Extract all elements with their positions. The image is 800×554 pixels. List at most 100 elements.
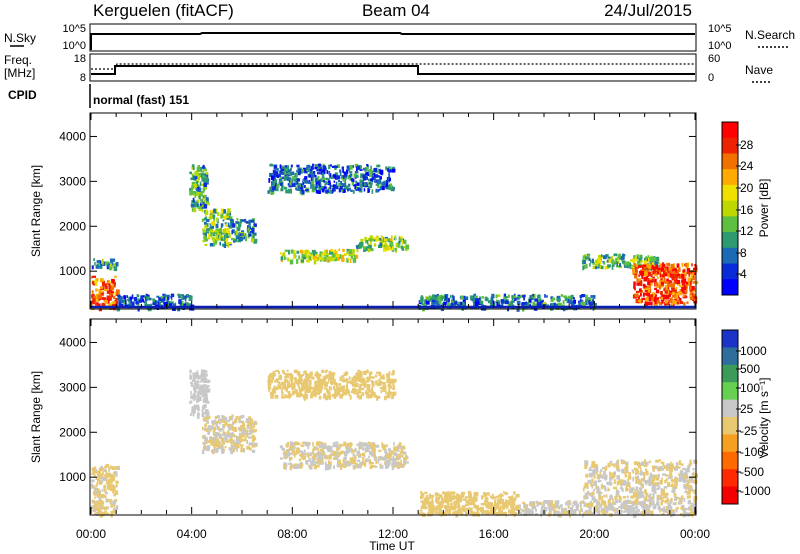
vel-data-cell [438, 510, 441, 515]
power-data-cell [323, 257, 327, 262]
vel-data-cell [651, 484, 654, 489]
vel-data-cell [622, 496, 627, 499]
vel-data-cell [581, 500, 584, 504]
vel-data-cell [336, 384, 339, 389]
vel-data-cell [524, 512, 527, 516]
power-data-cell [228, 211, 232, 216]
vel-data-cell [691, 480, 694, 484]
power-data-cell [317, 190, 321, 194]
vel-data-cell [595, 501, 600, 506]
vel-data-cell [561, 508, 565, 513]
power-data-cell [640, 279, 643, 283]
vel-data-cell [307, 377, 310, 382]
vel-data-cell [234, 444, 238, 450]
vel-data-cell [91, 472, 95, 475]
power-data-cell [306, 166, 308, 171]
vel-data-cell [337, 452, 342, 456]
vel-data-cell [685, 483, 690, 488]
power-data-cell [294, 172, 298, 178]
power-data-cell [293, 182, 297, 186]
power-data-cell [598, 263, 600, 267]
vel-data-cell [616, 468, 621, 472]
vel-data-cell [254, 442, 258, 446]
vel-data-cell [654, 465, 658, 469]
vel-data-cell [321, 461, 324, 465]
power-data-cell [106, 264, 111, 267]
vel-data-cell [669, 470, 672, 475]
vel-data-cell [317, 383, 322, 388]
power-data-cell [169, 303, 173, 306]
power-data-cell [248, 234, 252, 237]
power-data-cell [647, 281, 651, 285]
vel-data-cell [359, 461, 362, 466]
vel-data-cell [451, 495, 456, 498]
vel-data-cell [112, 471, 116, 474]
vel-data-cell [281, 396, 285, 399]
vel-data-cell [206, 380, 210, 384]
power-data-cell [684, 276, 687, 279]
power-data-cell [551, 303, 554, 307]
vel-data-cell [293, 453, 296, 458]
vel-data-cell [189, 401, 192, 404]
power-data-cell [446, 297, 448, 302]
vel-data-cell [629, 510, 632, 514]
power-data-cell [566, 297, 569, 303]
power-data-cell [616, 257, 620, 260]
vel-data-cell [479, 507, 483, 512]
vel-data-cell [236, 448, 238, 452]
vel-data-cell [583, 502, 586, 508]
vel-data-cell [228, 438, 233, 442]
vel-data-cell [620, 505, 625, 509]
power-data-cell [527, 302, 530, 306]
power-data-cell [328, 259, 331, 263]
vel-data-cell [383, 457, 388, 461]
vel-data-cell [345, 378, 349, 381]
vel-data-cell [607, 462, 611, 468]
power-data-cell [691, 263, 693, 267]
power-data-cell [333, 180, 336, 183]
vel-data-cell [591, 512, 595, 515]
vel-data-cell [644, 489, 647, 494]
power-data-cell [311, 249, 316, 255]
power-data-cell [479, 300, 484, 305]
power-data-cell [100, 263, 103, 268]
vel-data-cell [530, 511, 535, 514]
power-data-cell [280, 256, 284, 261]
vel-data-cell [597, 486, 600, 490]
power-data-cell [249, 231, 253, 234]
vel-data-cell [618, 506, 621, 509]
power-data-cell [120, 303, 124, 307]
vel-data-cell [393, 452, 398, 456]
vel-data-cell [635, 486, 639, 491]
power-data-cell [657, 297, 659, 300]
vel-data-cell [357, 464, 362, 469]
vel-data-cell [210, 437, 215, 440]
power-data-cell [369, 238, 373, 242]
vel-data-cell [355, 377, 358, 380]
power-data-cell [219, 228, 222, 232]
nsky-panel-frame [89, 23, 697, 52]
power-data-cell [592, 262, 595, 265]
vel-data-cell [348, 376, 351, 380]
vel-data-cell [586, 486, 589, 489]
vel-data-cell [600, 485, 604, 490]
power-data-cell [98, 306, 101, 310]
power-data-cell [338, 187, 342, 193]
nave-tick-high: 60 [708, 53, 720, 65]
vel-data-cell [298, 374, 303, 379]
vel-data-cell [469, 498, 472, 503]
vel-data-cell [201, 369, 205, 374]
power-data-cell [144, 301, 148, 306]
power-data-cell [226, 211, 230, 216]
vel-data-cell [358, 375, 362, 379]
vel-data-cell [638, 462, 642, 465]
vel-data-cell [613, 502, 617, 505]
power-cbar-ticks-label: 4 [740, 267, 747, 281]
vel-data-cell [612, 474, 616, 479]
vel-data-cell [292, 449, 296, 454]
vel-data-cell [249, 429, 253, 435]
power-data-cell [379, 242, 382, 246]
power-data-cell [633, 255, 636, 260]
power-data-cell [106, 298, 110, 304]
power-data-cell [638, 278, 641, 281]
